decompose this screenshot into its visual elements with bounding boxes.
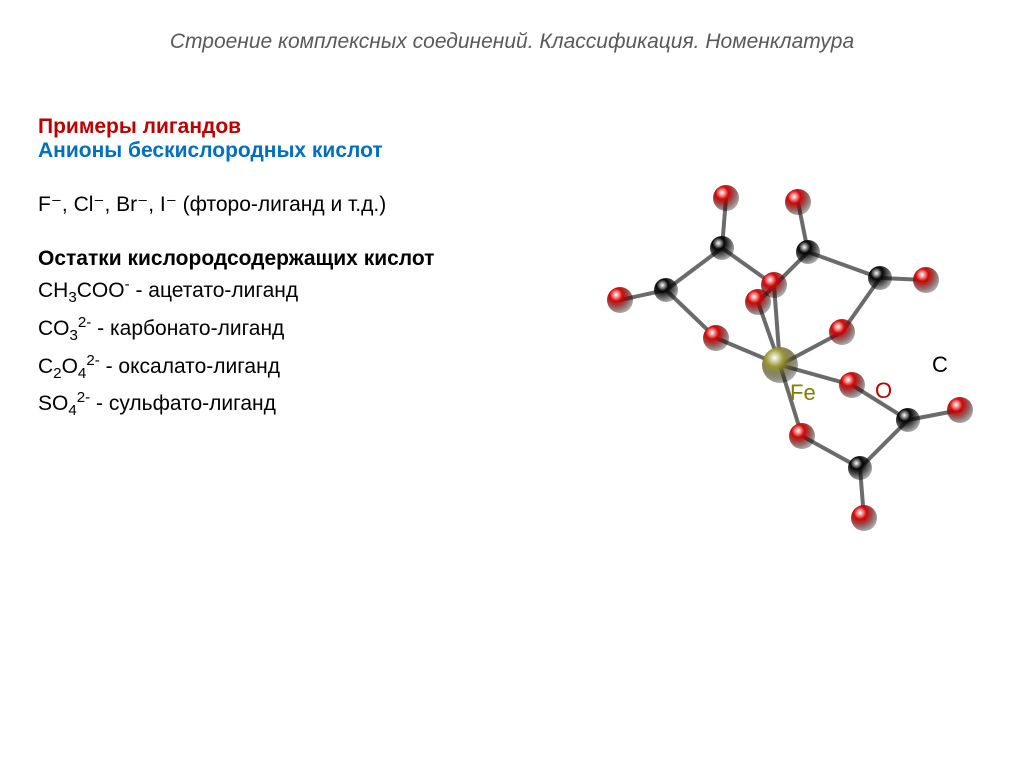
halide-line: F⁻, Cl⁻, Br⁻, I⁻ (фторо-лиганд и т.д.) <box>38 191 538 219</box>
heading-blue: Анионы бескислородных кислот <box>38 139 538 163</box>
heading-bold: Остатки кислородсодержащих кислот <box>38 247 538 271</box>
heading-red: Примеры лигандов <box>38 115 538 139</box>
ligand-line: CO32- - карбонато-лиганд <box>38 313 538 347</box>
svg-text:C: C <box>932 352 948 377</box>
ligand-list: CH3COO- - ацетато-лиганд CO32- - карбонат… <box>38 275 538 421</box>
slide: Строение комплексных соединений. Классиф… <box>0 0 1024 768</box>
svg-text:O: O <box>875 378 892 403</box>
page-title: Строение комплексных соединений. Классиф… <box>0 30 1024 54</box>
text-block: Примеры лигандов Анионы бескислородных к… <box>38 115 538 426</box>
molecule-diagram: Fe O C <box>540 120 980 560</box>
ligand-line: SO42- - сульфато-лиганд <box>38 388 538 422</box>
svg-text:Fe: Fe <box>790 380 816 405</box>
ligand-line: CH3COO- - ацетато-лиганд <box>38 275 538 309</box>
ligand-line: C2O42- - оксалато-лиганд <box>38 351 538 385</box>
